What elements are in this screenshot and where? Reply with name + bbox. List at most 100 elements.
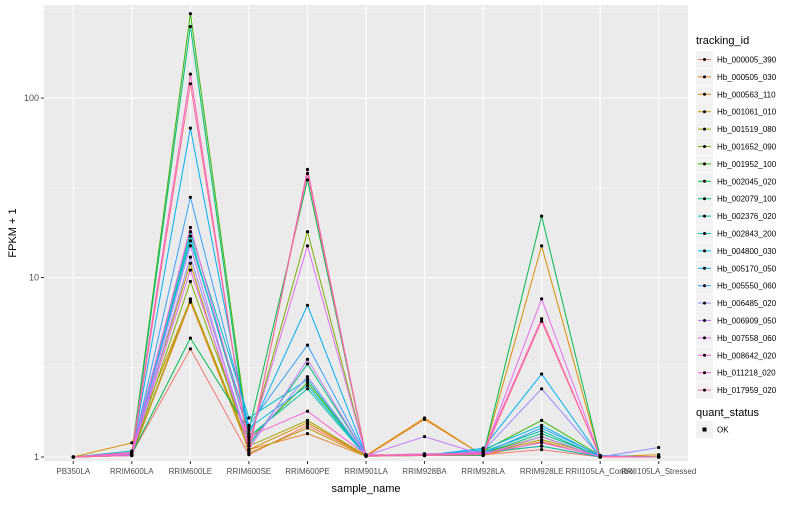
legend-key-point [703, 388, 706, 392]
legend-key-point [703, 75, 706, 79]
data-point [247, 444, 251, 448]
data-point [481, 450, 485, 455]
data-point [540, 418, 544, 422]
data-point [540, 319, 544, 323]
data-point [305, 426, 310, 430]
y-tick-label: 1 [34, 452, 39, 462]
data-point [305, 418, 310, 422]
data-point [188, 297, 192, 301]
legend-label: Hb_008642_020 [717, 351, 777, 360]
legend-label: Hb_006485_020 [717, 299, 777, 308]
data-point [540, 432, 544, 436]
legend-label: Hb_000563_110 [717, 90, 776, 99]
data-point [540, 317, 544, 321]
legend-label: Hb_006909_050 [717, 317, 777, 326]
data-point [188, 82, 192, 86]
data-point [130, 450, 134, 455]
data-point [305, 384, 310, 388]
data-point [657, 453, 661, 457]
legend-key-point [703, 179, 706, 183]
data-point [188, 25, 192, 29]
x-tick-label: RRIM600LA [110, 467, 154, 476]
data-point [305, 378, 310, 382]
legend-key-point [703, 58, 706, 61]
data-point [130, 453, 134, 458]
legend-label: Hb_017959_020 [717, 386, 777, 395]
x-axis-title: sample_name [331, 483, 400, 495]
legend-label: Hb_002079_100 [717, 195, 777, 204]
legend-label: Hb_011218_020 [717, 369, 776, 378]
data-point [188, 244, 192, 248]
data-point [305, 343, 310, 347]
data-point [305, 409, 310, 413]
data-point [188, 255, 192, 259]
data-point [540, 423, 544, 427]
data-point [540, 429, 544, 433]
data-point [422, 416, 427, 420]
legend-key-point [703, 127, 706, 131]
data-point [657, 455, 661, 459]
data-point [188, 72, 192, 76]
x-tick-label: RRIM928LA [461, 467, 505, 476]
data-point [305, 362, 310, 366]
legend-key-point [703, 110, 706, 114]
legend-label: Hb_005170_050 [717, 264, 777, 273]
data-point [247, 429, 251, 433]
legend-key-point [703, 319, 706, 322]
data-point [188, 225, 192, 230]
x-tick-label: PB350LA [56, 467, 90, 476]
point-layer [71, 12, 661, 459]
data-point [247, 438, 251, 442]
legend-key-point [703, 232, 706, 235]
legend-label: Hb_007558_060 [717, 334, 777, 343]
data-point [188, 126, 192, 130]
data-point [540, 297, 544, 301]
data-point [540, 435, 544, 439]
y-tick-label: 10 [29, 273, 39, 283]
data-point [188, 234, 192, 238]
data-point [305, 178, 310, 182]
x-tick-label: RRII105LA_Stressed [621, 467, 696, 476]
legend-label: Hb_001652_090 [717, 143, 777, 152]
data-point [305, 423, 310, 427]
data-point [188, 268, 192, 272]
data-point [481, 446, 485, 450]
data-point [305, 357, 310, 361]
x-tick-label: RRIM928BA [402, 467, 447, 476]
axis-layer: 1 10 100 PB350LA RRIM600LA RRIM600LE RRIM600SE… [24, 93, 696, 476]
legend-label: Hb_004800_030 [717, 247, 777, 256]
data-point [540, 438, 544, 442]
data-point [305, 171, 310, 176]
data-point [188, 12, 192, 16]
data-point [540, 372, 544, 376]
legend-title-quant-status: quant_status [696, 407, 759, 419]
data-point [247, 432, 251, 436]
data-point [188, 261, 192, 265]
x-tick-label: RRIM600PE [285, 467, 329, 476]
y-tick-label: 100 [24, 93, 39, 103]
legend-key-point [703, 162, 706, 166]
legend-label: Hb_002843_200 [717, 230, 777, 239]
data-point [305, 380, 310, 385]
data-point [364, 454, 368, 458]
data-point [305, 387, 310, 391]
data-point [188, 195, 192, 199]
x-tick-label: RRIM600SE [227, 467, 271, 476]
data-point [305, 167, 310, 172]
data-point [657, 445, 661, 450]
data-point [188, 230, 192, 234]
legend-key-point [703, 353, 706, 357]
legend-key-point [703, 336, 706, 340]
legend-label: Hb_002376_020 [717, 212, 777, 221]
data-point [247, 423, 251, 427]
data-point [130, 441, 134, 445]
legend-key-point [703, 284, 706, 288]
legend-title-tracking-id: tracking_id [696, 35, 749, 47]
legend-label: Hb_001061_010 [717, 108, 777, 117]
legend-shape-label: OK [717, 426, 729, 435]
x-tick-label: RRIM928LE [520, 467, 564, 476]
data-point [305, 375, 310, 379]
legend: tracking_id quant_status Hb_000005_390 Hb… [696, 35, 777, 438]
data-point [540, 441, 544, 445]
